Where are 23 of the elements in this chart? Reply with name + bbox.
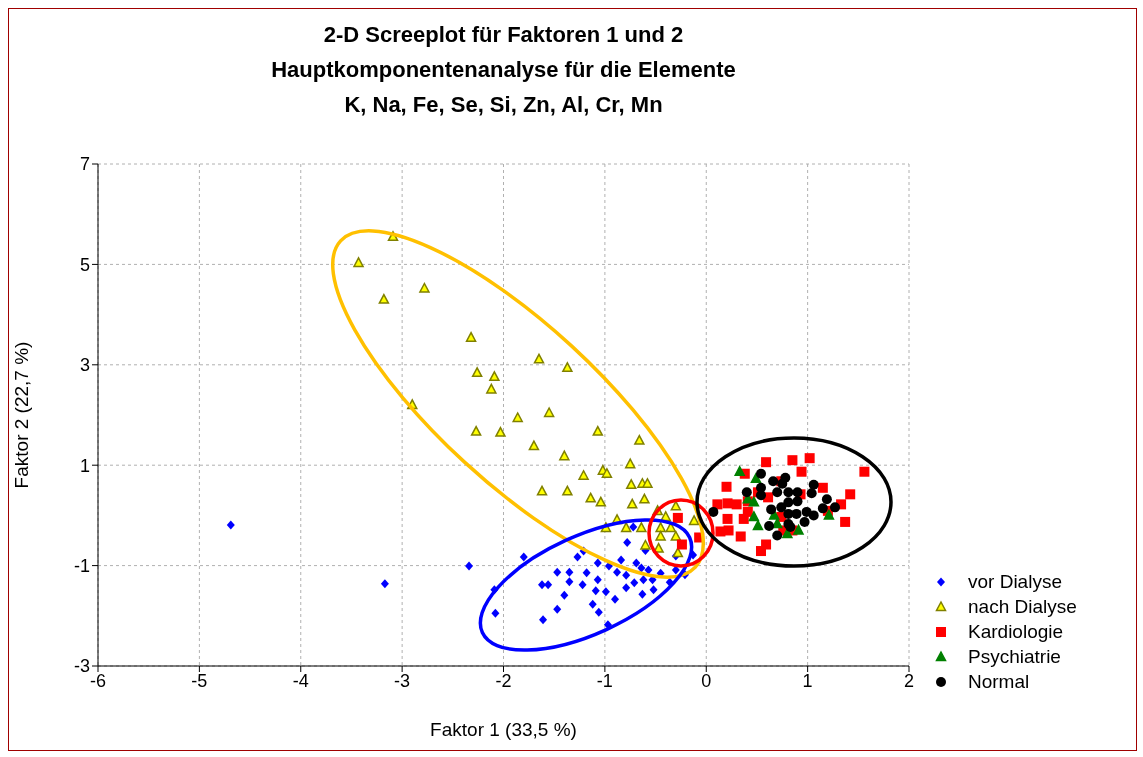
y-tick-label: 3 [79,355,90,376]
x-tick-label: 0 [701,670,712,691]
x-tick-label: -5 [191,670,208,691]
y-tick-label: 7 [79,154,90,175]
legend-label: Normal [968,670,1030,694]
y-tick-label: -1 [73,555,90,576]
x-tick-label: 1 [802,670,813,691]
x-tick-label: 2 [903,670,915,691]
legend-label: Psychiatrie [968,645,1061,669]
x-axis-title: Faktor 1 (33,5 %) [430,719,577,740]
legend-label: nach Dialyse [968,595,1077,619]
x-tick-label: -3 [394,670,411,691]
legend-label: vor Dialyse [968,570,1062,594]
y-axis-title: Faktor 2 (22,7 %) [10,341,32,489]
y-tick-label: 1 [79,455,90,476]
x-tick-label: -6 [89,670,107,691]
chart-title: 2-D Screeplot für Faktoren 1 und 2 Hauptkomponentenanalyse für die Elemente K, Na, Fe, Se, Si, Zn, Al, Cr, Mn [270,21,737,119]
x-tick-label: -4 [292,670,309,691]
y-tick-label: 5 [79,254,90,275]
x-tick-label: -1 [596,670,613,691]
y-tick-label: -3 [73,656,90,677]
legend-label: Kardiologie [968,620,1064,644]
x-tick-label: -2 [495,670,512,691]
